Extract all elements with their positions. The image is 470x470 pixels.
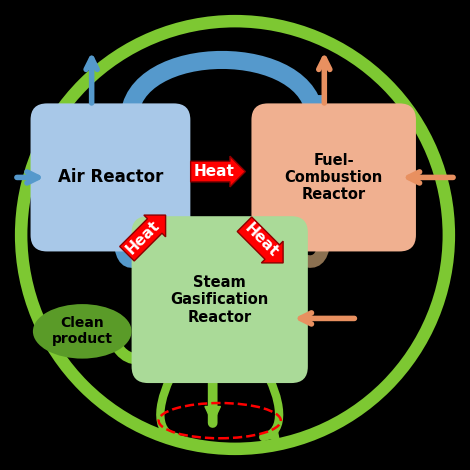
Text: Heat: Heat <box>124 218 163 257</box>
Ellipse shape <box>33 304 132 359</box>
Polygon shape <box>160 427 176 441</box>
Polygon shape <box>98 311 117 331</box>
Polygon shape <box>304 96 326 120</box>
Text: Fuel-
Combustion
Reactor: Fuel- Combustion Reactor <box>284 153 383 202</box>
Text: Steam
Gasification
Reactor: Steam Gasification Reactor <box>171 275 269 324</box>
Text: Clean
product: Clean product <box>52 316 113 346</box>
Text: Heat: Heat <box>194 164 234 179</box>
FancyBboxPatch shape <box>251 103 416 251</box>
Polygon shape <box>205 407 220 423</box>
Polygon shape <box>263 427 279 441</box>
FancyBboxPatch shape <box>132 216 308 383</box>
Text: Heat: Heat <box>241 221 281 260</box>
Polygon shape <box>282 242 303 265</box>
Text: Air Reactor: Air Reactor <box>58 168 163 187</box>
Polygon shape <box>137 242 157 265</box>
FancyBboxPatch shape <box>31 103 190 251</box>
